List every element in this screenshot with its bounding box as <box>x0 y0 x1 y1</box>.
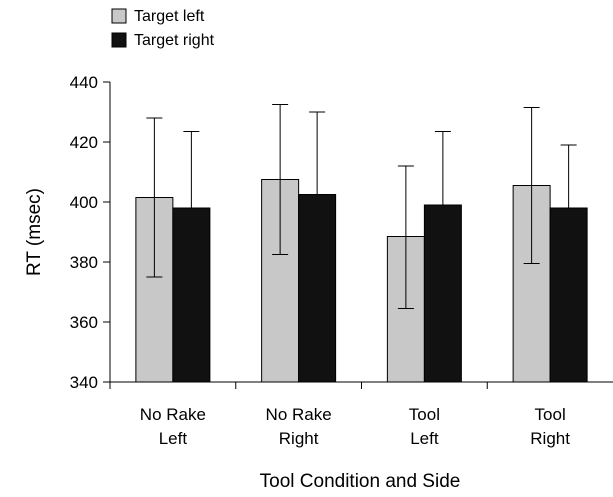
legend-swatch-target-left <box>111 8 127 24</box>
axes: No Rake Left No Rake Right Tool Left Tool Right… <box>70 73 613 448</box>
category-label-0-line-0: No Rake <box>140 405 206 424</box>
bar-target-right-1 <box>298 194 337 383</box>
bar-target-right-3 <box>549 207 588 383</box>
category-label-0-line-1: Left <box>159 429 188 448</box>
x-axis-title: Tool Condition and Side <box>260 471 461 492</box>
y-tick-label-2: 380 <box>70 253 98 272</box>
y-tick-label-3: 400 <box>70 193 98 212</box>
plot-area <box>135 104 588 383</box>
bar-target-right-2 <box>423 204 462 383</box>
y-tick-label-0: 340 <box>70 373 98 392</box>
legend: Target left Target right <box>111 8 215 49</box>
y-tick-label-1: 360 <box>70 313 98 332</box>
legend-label-target-left: Target left <box>134 8 205 25</box>
y-axis-title: RT (msec) <box>24 188 45 276</box>
y-tick-label-5: 440 <box>70 73 98 92</box>
bar-target-right-0 <box>172 207 211 383</box>
category-label-3-line-0: Tool <box>535 405 566 424</box>
category-label-3-line-1: Right <box>530 429 570 448</box>
category-label-1-line-1: Right <box>279 429 319 448</box>
y-tick-label-4: 420 <box>70 133 98 152</box>
legend-label-target-right: Target right <box>134 32 215 49</box>
legend-swatch-target-right <box>111 32 127 48</box>
category-label-2-line-1: Left <box>410 429 439 448</box>
category-label-2-line-0: Tool <box>409 405 440 424</box>
category-label-1-line-0: No Rake <box>266 405 332 424</box>
